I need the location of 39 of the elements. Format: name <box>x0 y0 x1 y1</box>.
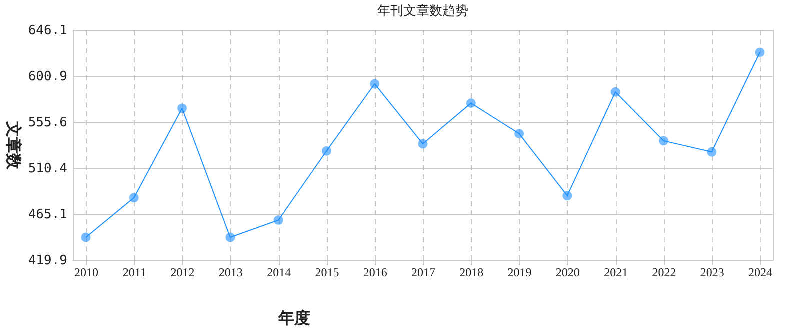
point <box>418 139 428 149</box>
point <box>81 232 91 242</box>
point <box>562 191 572 201</box>
y-tick-label: 465.1 <box>28 208 68 223</box>
x-tick-label: 2017 <box>412 266 436 280</box>
point <box>370 79 380 89</box>
y-tick-label: 419.9 <box>28 254 68 268</box>
x-tick-label: 2013 <box>218 266 243 280</box>
y-tick-label: 555.6 <box>28 116 68 131</box>
point <box>514 129 524 139</box>
chart-title: 年刊文章数趋势 <box>378 3 468 18</box>
x-tick-label: 2021 <box>604 266 628 280</box>
x-tick-label: 2014 <box>267 266 292 280</box>
x-tick-label: 2015 <box>315 266 340 280</box>
x-tick-label: 2020 <box>556 266 580 280</box>
x-tick-label: 2016 <box>363 266 388 280</box>
x-tick-label: 2023 <box>700 266 724 280</box>
point <box>466 98 476 108</box>
x-tick-label: 2024 <box>748 266 772 280</box>
point <box>658 136 668 146</box>
y-axis-title: 文章数 <box>4 120 22 170</box>
point <box>322 146 332 156</box>
x-axis-title: 年度 <box>278 308 310 328</box>
x-tick-label: 2010 <box>74 266 98 280</box>
point <box>707 147 717 157</box>
point <box>129 193 139 203</box>
y-tick-label: 600.9 <box>28 69 68 84</box>
point <box>610 87 620 97</box>
point <box>755 48 765 58</box>
point <box>274 216 284 225</box>
x-tick-label: 2018 <box>460 266 484 280</box>
x-tick-label: 2012 <box>170 266 195 280</box>
x-tick-label: 2011 <box>122 266 146 280</box>
y-tick-label: 646.1 <box>28 24 68 38</box>
x-tick-label: 2022 <box>652 266 676 280</box>
point <box>226 232 236 242</box>
point <box>178 104 188 114</box>
x-tick-label: 2019 <box>508 266 532 280</box>
y-tick-label: 510.4 <box>28 161 68 176</box>
